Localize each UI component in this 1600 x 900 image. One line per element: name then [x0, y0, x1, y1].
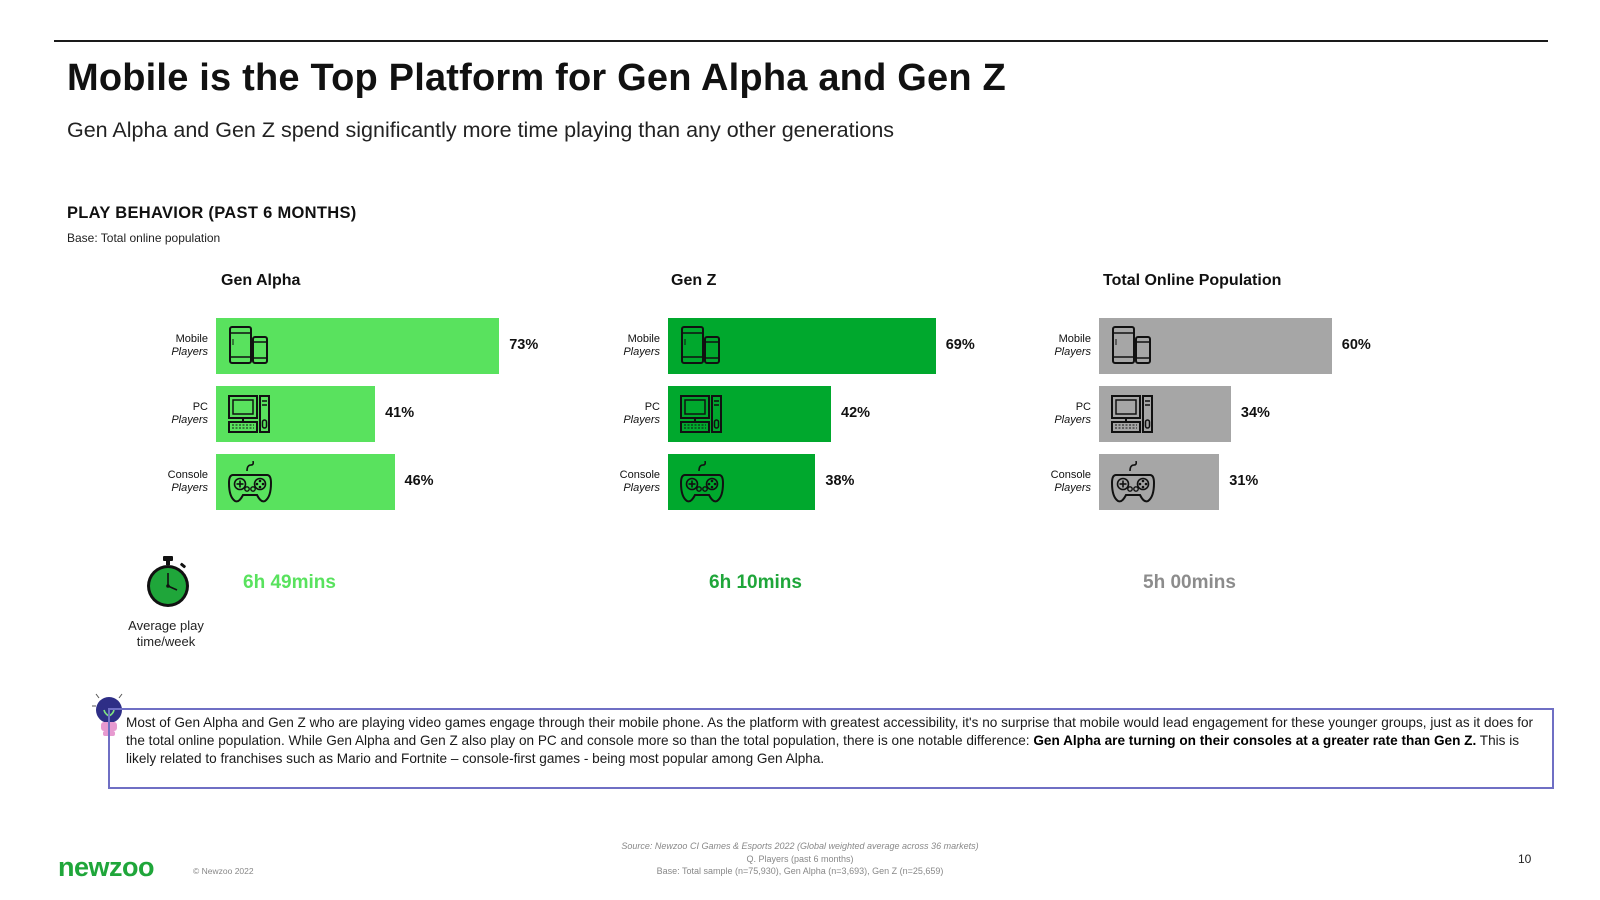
newzoo-logo: newzoo [58, 852, 155, 882]
category-label-line2: Players [1054, 482, 1091, 494]
source-line-2: Q. Players (past 6 months) [746, 853, 854, 864]
insight-part2: This is likely related to franchises suc… [126, 733, 1520, 767]
category-label: Console Players [578, 469, 660, 495]
avg-playtime-value: 6h 49mins [243, 572, 336, 593]
insight-text: Most of Gen Alpha and Gen Z who are play… [126, 714, 1544, 769]
bar-value-label: 46% [404, 473, 434, 489]
category-label-line1: Mobile [627, 333, 660, 345]
bar [668, 454, 816, 510]
bar [216, 386, 376, 442]
bar [1099, 318, 1332, 374]
avg-playtime-label-line1: Average play [128, 618, 204, 633]
bar-value-label: 69% [945, 337, 975, 353]
category-label: PC Players [126, 401, 208, 427]
category-label-line2: Players [1054, 414, 1091, 426]
bar [1099, 386, 1231, 442]
panel-title: Gen Alpha [221, 272, 301, 289]
top-divider [54, 40, 1548, 42]
category-label: Mobile Players [126, 333, 208, 359]
bar [216, 454, 395, 510]
section-base-note: Base: Total online population [67, 231, 221, 245]
category-label: Mobile Players [1009, 333, 1091, 359]
category-label-line2: Players [623, 482, 660, 494]
category-label-line1: PC [1075, 401, 1091, 413]
bar-value-label: 42% [841, 405, 871, 421]
bar-value-label: 34% [1240, 405, 1270, 421]
bar [216, 318, 500, 374]
bar-value-label: 60% [1341, 337, 1371, 353]
insight-highlight: Gen Alpha are turning on their consoles … [1033, 733, 1477, 749]
insight-box [108, 708, 1554, 789]
category-label-line2: Players [623, 414, 660, 426]
bar [668, 318, 936, 374]
bar-value-label: 38% [825, 473, 855, 489]
category-label-line1: PC [644, 401, 660, 413]
source-note: Source: Newzoo CI Games & Esports 2022 (… [500, 840, 1100, 878]
mobile-devices-icon [1112, 326, 1151, 364]
avg-playtime-value: 5h 00mins [1143, 572, 1236, 593]
gamepad-icon [679, 461, 725, 503]
category-label-line1: Console [1050, 469, 1091, 481]
stopwatch-icon [147, 556, 189, 607]
category-label-line1: Mobile [1058, 333, 1091, 345]
panel-title: Total Online Population [1103, 272, 1282, 289]
page-subtitle: Gen Alpha and Gen Z spend significantly … [67, 118, 895, 142]
copyright: © Newzoo 2022 [193, 866, 254, 876]
category-label-line1: Console [619, 469, 660, 481]
bar-value-label: 31% [1229, 473, 1259, 489]
category-label-line1: Console [167, 469, 208, 481]
insight-part1: Most of Gen Alpha and Gen Z who are play… [126, 715, 1534, 749]
category-label: Mobile Players [578, 333, 660, 359]
gamepad-icon [227, 461, 273, 503]
bar [1099, 454, 1220, 510]
category-label: PC Players [578, 401, 660, 427]
section-title: PLAY BEHAVIOR (PAST 6 MONTHS) [67, 204, 357, 222]
bar-value-label: 41% [385, 405, 415, 421]
category-label-line2: Players [171, 414, 208, 426]
desktop-computer-icon [1111, 395, 1153, 433]
avg-playtime-label: Average play time/week [106, 618, 226, 650]
category-label: Console Players [126, 469, 208, 495]
category-label-line2: Players [1054, 346, 1091, 358]
page-title: Mobile is the Top Platform for Gen Alpha… [67, 57, 1006, 99]
source-line-1: Source: Newzoo CI Games & Esports 2022 (… [621, 841, 979, 851]
avg-playtime-label-line2: time/week [136, 634, 196, 649]
gamepad-icon [1110, 461, 1156, 503]
category-label: Console Players [1009, 469, 1091, 495]
page-number: 10 [1518, 852, 1532, 866]
desktop-computer-icon [228, 395, 270, 433]
category-label-line1: PC [192, 401, 208, 413]
mobile-devices-icon [229, 326, 268, 364]
desktop-computer-icon [680, 395, 722, 433]
category-label-line2: Players [171, 346, 208, 358]
source-line-3: Base: Total sample (n=75,930), Gen Alpha… [656, 866, 944, 876]
bar [668, 386, 831, 442]
category-label: PC Players [1009, 401, 1091, 427]
category-label-line2: Players [623, 346, 660, 358]
avg-playtime-value: 6h 10mins [709, 572, 802, 593]
category-label-line2: Players [171, 482, 208, 494]
category-label-line1: Mobile [175, 333, 208, 345]
mobile-devices-icon [681, 326, 720, 364]
bar-value-label: 73% [509, 337, 539, 353]
panel-title: Gen Z [671, 272, 717, 289]
